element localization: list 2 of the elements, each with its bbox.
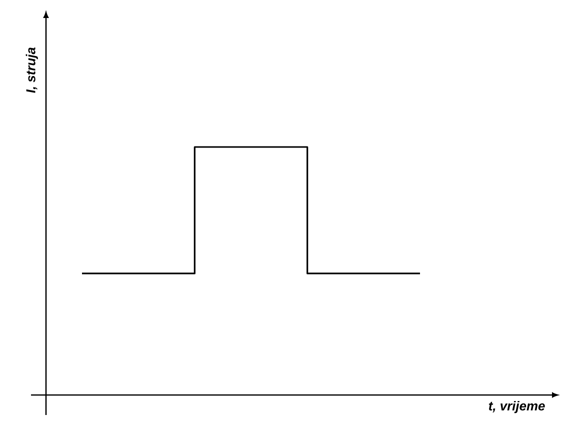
y-axis-title: I, struja — [26, 47, 38, 93]
x-axis-title: t, vrijeme — [488, 400, 545, 414]
